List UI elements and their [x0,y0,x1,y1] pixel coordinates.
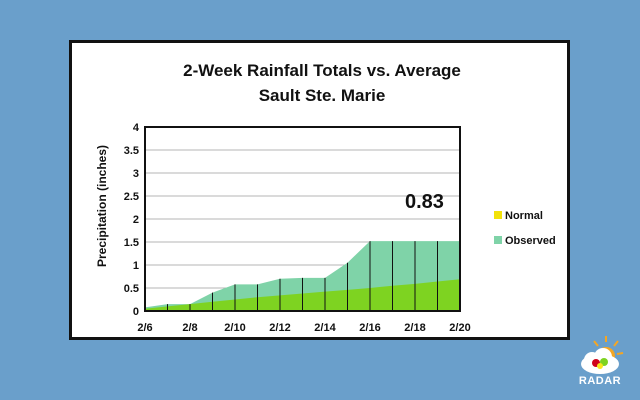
y-tick-label: 1 [133,260,139,272]
weather-radar-logo-icon [581,336,624,374]
x-tick-label: 2/14 [314,322,336,334]
chart-card: 2-Week Rainfall Totals vs. Average Sault… [69,40,570,340]
difference-callout: 0.83 [405,191,444,213]
y-tick-label: 3.5 [124,145,139,157]
x-tick-label: 2/18 [404,322,425,334]
legend-label-observed: Observed [505,235,556,247]
chart-subtitle: Sault Ste. Marie [259,86,386,105]
plot-frame [144,126,461,312]
x-tick-label: 2/20 [449,322,470,334]
chart-title: 2-Week Rainfall Totals vs. Average [183,61,461,80]
x-tick-label: 2/10 [224,322,245,334]
y-tick-label: 3 [133,168,139,180]
legend-swatch-normal [494,211,502,219]
y-tick-label: 2.5 [124,191,139,203]
y-tick-label: 4 [133,122,140,134]
y-axis-label: Precipitation (inches) [95,145,109,267]
y-tick-label: 1.5 [124,237,139,249]
legend-label-normal: Normal [505,210,543,222]
x-tick-label: 2/8 [182,322,197,334]
legend-swatch-observed [494,236,502,244]
y-tick-label: 2 [133,214,139,226]
rainfall-chart: 2-Week Rainfall Totals vs. Average Sault… [95,61,556,334]
x-tick-label: 2/12 [269,322,290,334]
x-tick-label: 2/16 [359,322,380,334]
radar-brand-label: RADAR [578,375,622,387]
y-tick-label: 0 [133,306,139,318]
x-tick-label: 2/6 [137,322,152,334]
y-tick-label: 0.5 [124,283,139,295]
